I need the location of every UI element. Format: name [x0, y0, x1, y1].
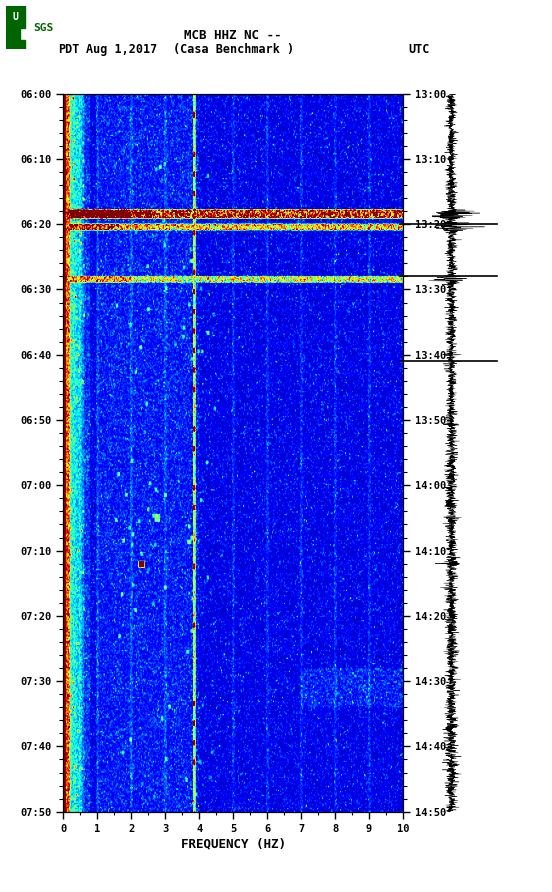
- Text: Aug 1,2017: Aug 1,2017: [86, 44, 157, 56]
- Text: U: U: [13, 12, 18, 22]
- Polygon shape: [6, 28, 25, 49]
- Text: UTC: UTC: [408, 44, 430, 56]
- Text: MCB HHZ NC --: MCB HHZ NC --: [184, 29, 282, 42]
- Text: SGS: SGS: [33, 22, 53, 33]
- X-axis label: FREQUENCY (HZ): FREQUENCY (HZ): [181, 838, 286, 851]
- Polygon shape: [6, 6, 25, 28]
- Text: PDT: PDT: [58, 44, 79, 56]
- Text: (Casa Benchmark ): (Casa Benchmark ): [173, 44, 294, 56]
